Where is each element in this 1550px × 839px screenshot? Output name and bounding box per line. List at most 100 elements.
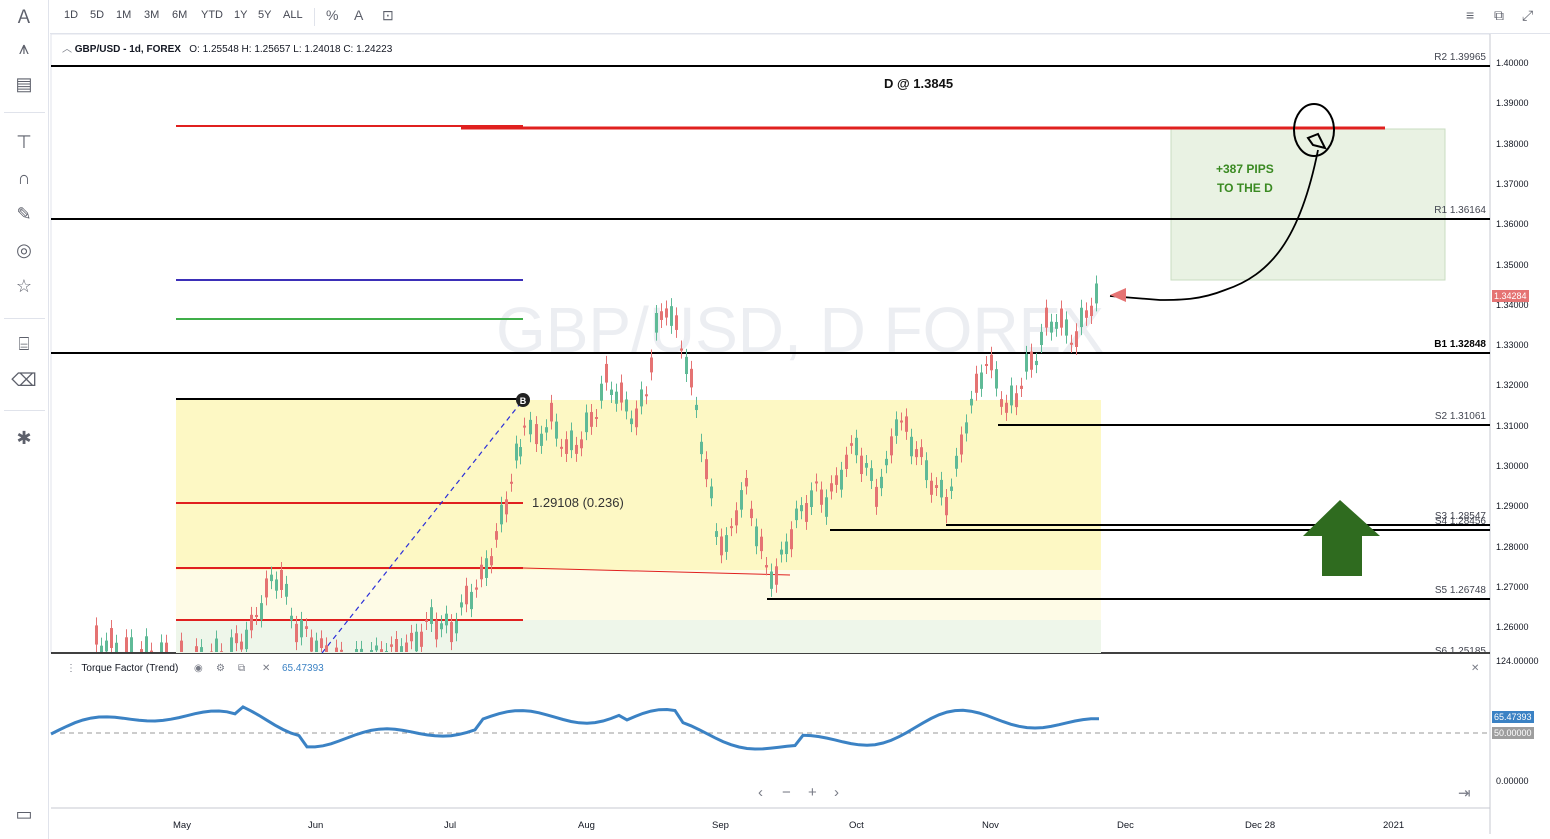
candle-body (510, 481, 513, 484)
candle-body (775, 566, 778, 585)
text-tool-icon[interactable]: Ａ (15, 7, 33, 27)
symbol-legend: ︿ GBP/USD - 1d, FOREX O: 1.25548 H: 1.25… (62, 40, 392, 55)
range-ytd-button[interactable]: YTD (201, 9, 223, 21)
ruler-tool-icon[interactable]: ⊤ (16, 131, 32, 152)
candle-body (665, 308, 668, 318)
zoom-in-icon[interactable]: + (808, 784, 817, 801)
candle-body (160, 642, 163, 652)
bullish-arrow-shape[interactable] (1303, 500, 1380, 576)
price-tick-label: 1.32000 (1496, 380, 1529, 391)
favorite-star-icon[interactable]: ☆ (15, 275, 33, 296)
candle-body (560, 446, 563, 449)
copy-icon[interactable]: ⧉ (238, 663, 246, 674)
target-circle-drawing[interactable] (1293, 103, 1335, 157)
drag-handle-icon[interactable]: ⋮ (66, 663, 76, 674)
b-point-marker[interactable] (516, 393, 530, 407)
candle-body (1080, 307, 1083, 328)
candle-body (315, 640, 318, 652)
range-all-button[interactable]: ALL (283, 9, 303, 21)
candle-body (410, 632, 413, 642)
s4-label: S4 1.28456 (1434, 516, 1486, 527)
candle-body (255, 614, 258, 617)
candle-body (390, 644, 393, 647)
lock-drawing-icon[interactable]: ✎ (16, 203, 32, 224)
indicator-name[interactable]: Torque Factor (Trend) (81, 663, 179, 674)
bug-icon[interactable]: ✱ (16, 427, 32, 448)
candle-body (590, 412, 593, 427)
reset-scroll-icon[interactable]: ⇥ (1458, 785, 1471, 802)
zoom-out-icon[interactable]: − (782, 784, 791, 801)
s3-label: S3 1.28547 (1434, 511, 1486, 522)
price-tick-label: 1.33000 (1496, 340, 1529, 351)
collapse-chevron-icon[interactable]: ︿ (62, 44, 72, 55)
hide-drawings-icon[interactable]: ◎ (16, 239, 32, 260)
close-pane-icon[interactable]: ✕ (1471, 663, 1480, 674)
candle-body (960, 434, 963, 455)
candle-body (355, 649, 358, 652)
visibility-icon[interactable]: ◉ (194, 663, 203, 674)
menu-icon[interactable]: ≡ (1466, 7, 1475, 23)
scroll-left-icon[interactable]: ‹ (758, 784, 763, 801)
price-tick-label: 1.29000 (1496, 501, 1529, 512)
candle-body (505, 499, 508, 515)
range-1y-button[interactable]: 1Y (234, 9, 248, 21)
auto-scale-button[interactable]: A (354, 7, 364, 23)
candle-body (830, 483, 833, 492)
price-tick-label: 1.28000 (1496, 541, 1529, 552)
price-tick-label: 1.27000 (1496, 581, 1529, 592)
layout-icon[interactable]: ⧉ (1494, 7, 1504, 23)
candle-body (480, 564, 483, 580)
note-tool-icon[interactable]: ▤ (15, 73, 33, 94)
target-label[interactable]: D @ 1.3845 (884, 76, 954, 91)
scroll-right-icon[interactable]: › (834, 784, 839, 801)
left-drawing-toolbar: Ａ ⩚ ▤ ⊤ ∩ ✎ ◎ ☆ ⌸ ⌫ ✱ ▭ (0, 0, 49, 839)
symbol-name[interactable]: GBP/USD (74, 44, 121, 55)
candle-body (940, 479, 943, 498)
pips-line-1: +387 PIPS (1216, 162, 1274, 176)
fullscreen-icon[interactable]: ⤢ (1522, 7, 1534, 23)
time-tick-label: 2021 (1383, 820, 1405, 831)
candle-body (945, 497, 948, 516)
range-1d-button[interactable]: 1D (64, 9, 79, 21)
candle-body (1050, 321, 1053, 333)
range-5y-button[interactable]: 5Y (258, 9, 272, 21)
candle-body (650, 357, 653, 373)
candle-body (215, 638, 218, 652)
pips-annotation[interactable]: +387 PIPS TO THE D (1216, 160, 1274, 198)
candle-body (620, 382, 623, 403)
lock-scale-icon[interactable]: ⊡ (382, 7, 394, 23)
candle-body (545, 427, 548, 433)
candle-body (1040, 331, 1043, 346)
time-tick-label: Dec 28 (1245, 820, 1276, 831)
candle-body (885, 458, 888, 466)
time-tick-label: May (173, 820, 191, 831)
candle-body (380, 649, 383, 652)
candle-body (540, 433, 543, 446)
pattern-tool-icon[interactable]: ⩚ (18, 37, 30, 58)
settings-icon[interactable]: ⚙ (216, 663, 225, 674)
candle-body (635, 408, 638, 428)
range-1m-button[interactable]: 1M (116, 9, 132, 21)
magnet-icon[interactable]: ∩ (17, 167, 31, 188)
candle-body (195, 646, 198, 652)
candle-body (475, 587, 478, 590)
candle-body (920, 447, 923, 458)
panel-toggle-icon[interactable]: ▭ (15, 803, 33, 824)
trash-icon[interactable]: ⌫ (11, 369, 37, 390)
candle-body (300, 619, 303, 638)
candle-body (245, 629, 248, 650)
remove-indicator-icon[interactable]: ✕ (262, 663, 271, 674)
range-5d-button[interactable]: 5D (90, 9, 105, 21)
candle-body (995, 369, 998, 389)
candle-body (680, 348, 683, 351)
percent-scale-button[interactable]: % (326, 7, 339, 23)
range-3m-button[interactable]: 3M (144, 9, 160, 21)
candle-body (1055, 321, 1058, 329)
camera-icon[interactable]: ⌸ (18, 333, 30, 354)
candle-body (265, 578, 268, 598)
time-tick-label: Oct (849, 820, 864, 831)
freehand-arrow-drawing[interactable] (1109, 149, 1319, 301)
range-6m-button[interactable]: 6M (172, 9, 188, 21)
candle-body (970, 398, 973, 406)
